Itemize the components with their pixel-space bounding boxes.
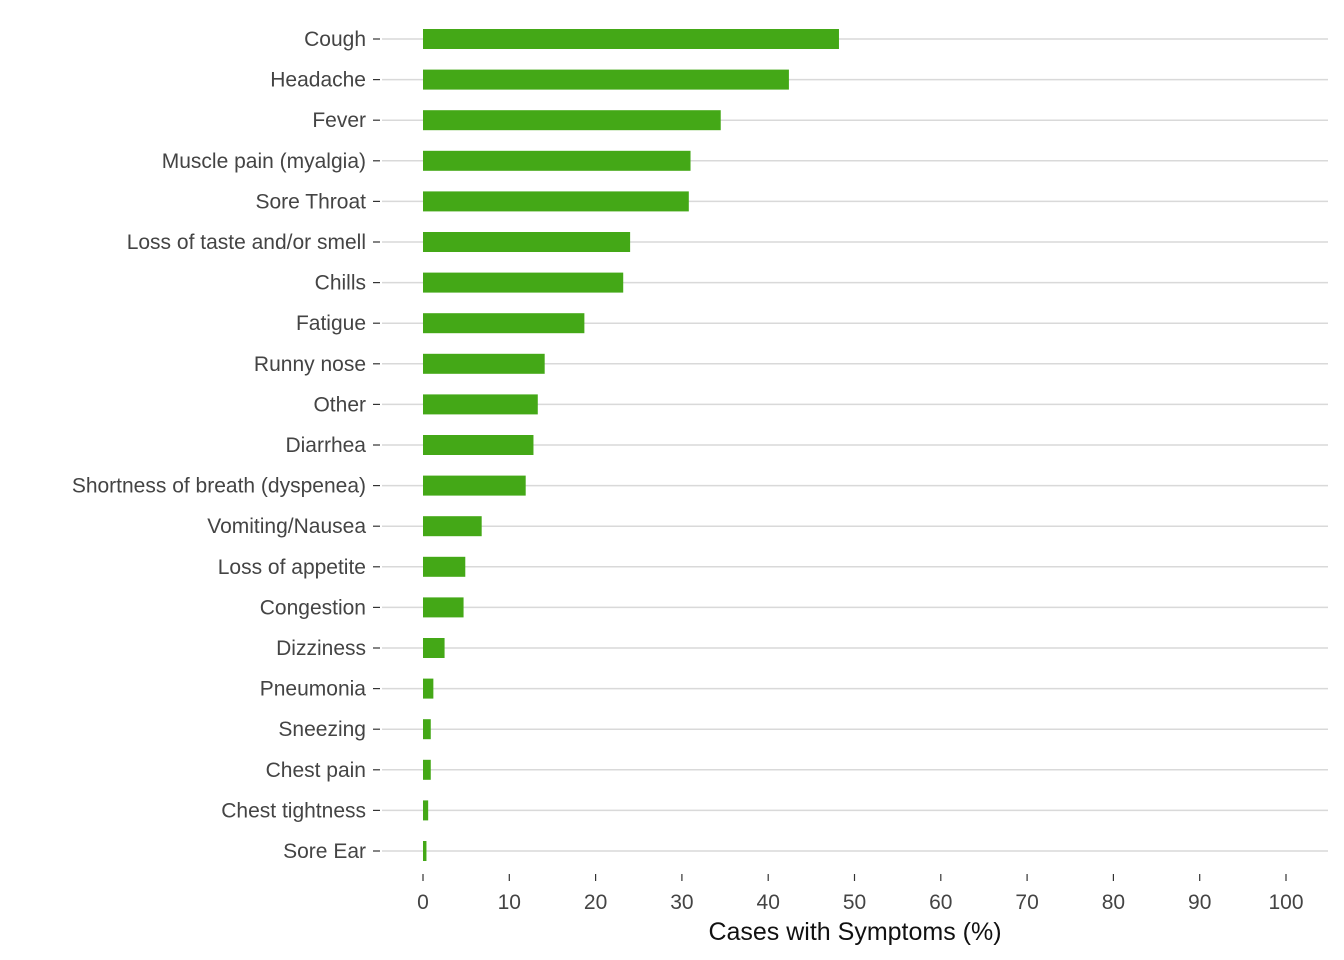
bar-row-6	[423, 232, 631, 252]
x-tick-label-6: 60	[929, 891, 952, 914]
x-tick-label-8: 80	[1102, 891, 1125, 914]
x-tick-label-5: 50	[843, 891, 866, 914]
bar-row-9	[423, 353, 545, 374]
category-label-row-3: Fever	[312, 109, 366, 132]
category-label-row-4: Muscle pain (myalgia)	[162, 150, 366, 173]
x-tick-label-4: 40	[757, 891, 780, 914]
bar-row-5	[423, 191, 689, 212]
bars	[423, 29, 839, 861]
category-label-row-12: Shortness of breath (dyspenea)	[72, 475, 366, 498]
category-label-row-19: Chest pain	[266, 759, 366, 782]
bar-row-2	[423, 69, 789, 90]
bar-row-1	[423, 29, 839, 49]
category-label-row-18: Sneezing	[278, 718, 366, 741]
bar-row-14	[423, 556, 466, 577]
bar-row-7	[423, 272, 624, 293]
x-axis-ticks: 0 10 20 30 40 50 60 70 80 90 100	[417, 874, 1304, 914]
x-tick-label-3: 30	[670, 891, 693, 914]
bar-row-11	[423, 435, 534, 455]
bar-row-3	[423, 110, 721, 131]
category-label-row-10: Other	[313, 393, 366, 416]
x-tick-label-1: 10	[498, 891, 521, 914]
category-label-row-5: Sore Throat	[255, 190, 366, 213]
bar-row-18	[423, 719, 431, 740]
category-label-row-16: Dizziness	[276, 637, 366, 660]
bar-row-21	[423, 841, 427, 861]
bar-row-10	[423, 394, 538, 415]
x-axis-title: Cases with Symptoms (%)	[708, 918, 1001, 946]
bar-row-13	[423, 516, 482, 537]
bar-row-15	[423, 597, 464, 618]
x-tick-label-0: 0	[417, 891, 429, 914]
category-label-row-6: Loss of taste and/or smell	[127, 231, 366, 254]
category-labels: Cough Headache Fever Muscle pain (myalgia) S…	[72, 28, 380, 863]
bar-row-4	[423, 150, 691, 171]
category-label-row-17: Pneumonia	[260, 678, 367, 701]
category-label-row-11: Diarrhea	[285, 434, 366, 457]
bar-row-17	[423, 678, 434, 699]
category-label-row-15: Congestion	[260, 596, 366, 619]
category-label-row-9: Runny nose	[254, 353, 366, 376]
bar-row-20	[423, 800, 429, 821]
x-tick-label-7: 70	[1015, 891, 1038, 914]
category-label-row-20: Chest tightness	[221, 799, 366, 822]
category-label-row-7: Chills	[315, 272, 366, 295]
bar-row-16	[423, 638, 445, 658]
category-label-row-14: Loss of appetite	[218, 556, 366, 579]
category-label-row-8: Fatigue	[296, 312, 366, 335]
category-label-row-1: Cough	[304, 28, 366, 51]
bar-row-19	[423, 759, 431, 780]
bar-row-8	[423, 313, 585, 334]
category-label-row-21: Sore Ear	[283, 840, 366, 863]
x-tick-label-10: 100	[1268, 891, 1303, 914]
category-label-row-13: Vomiting/Nausea	[207, 515, 366, 538]
x-tick-label-2: 20	[584, 891, 607, 914]
category-label-row-2: Headache	[270, 69, 366, 92]
bar-row-12	[423, 475, 526, 496]
x-tick-label-9: 90	[1188, 891, 1211, 914]
